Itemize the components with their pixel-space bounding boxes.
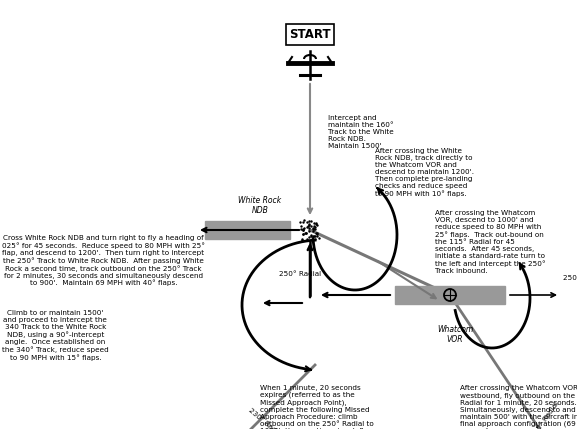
Text: 250° Radial: 250° Radial [279,271,321,277]
Text: After crossing the Whatcom
VOR, descend to 1000' and
reduce speed to 80 MPH with: After crossing the Whatcom VOR, descend … [435,210,546,274]
Bar [395,286,505,304]
Text: START: START [289,28,331,41]
Text: Intercept and
maintain the 160°
Track to the White
Rock NDB.
Maintain 1500': Intercept and maintain the 160° Track to… [328,115,394,149]
Text: 115° Radial: 115° Radial [530,401,560,429]
Text: Whatcom
VOR: Whatcom VOR [437,325,473,344]
Text: After crossing the White
Rock NDB, track directly to
the Whatcom VOR and
descend: After crossing the White Rock NDB, track… [375,148,474,197]
Text: 250° Track: 250° Track [563,275,577,281]
Text: When 1 minute, 20 seconds
expires (referred to as the
Missed Approach Point),
co: When 1 minute, 20 seconds expires (refer… [260,385,374,429]
Text: 230° Radial: 230° Radial [247,407,283,429]
Text: After crossing the Whatcom VOR
westbound, fly outbound on the 250°
Radial for 1 : After crossing the Whatcom VOR westbound… [460,385,577,429]
Text: Climb to or maintain 1500'
and proceed to intercept the
340 Track to the White R: Climb to or maintain 1500' and proceed t… [2,310,108,361]
Text: Cross White Rock NDB and turn right to fly a heading of
025° for 45 seconds.  Re: Cross White Rock NDB and turn right to f… [2,235,205,287]
Bar [205,221,290,239]
Text: White Rock
NDB: White Rock NDB [238,196,282,215]
